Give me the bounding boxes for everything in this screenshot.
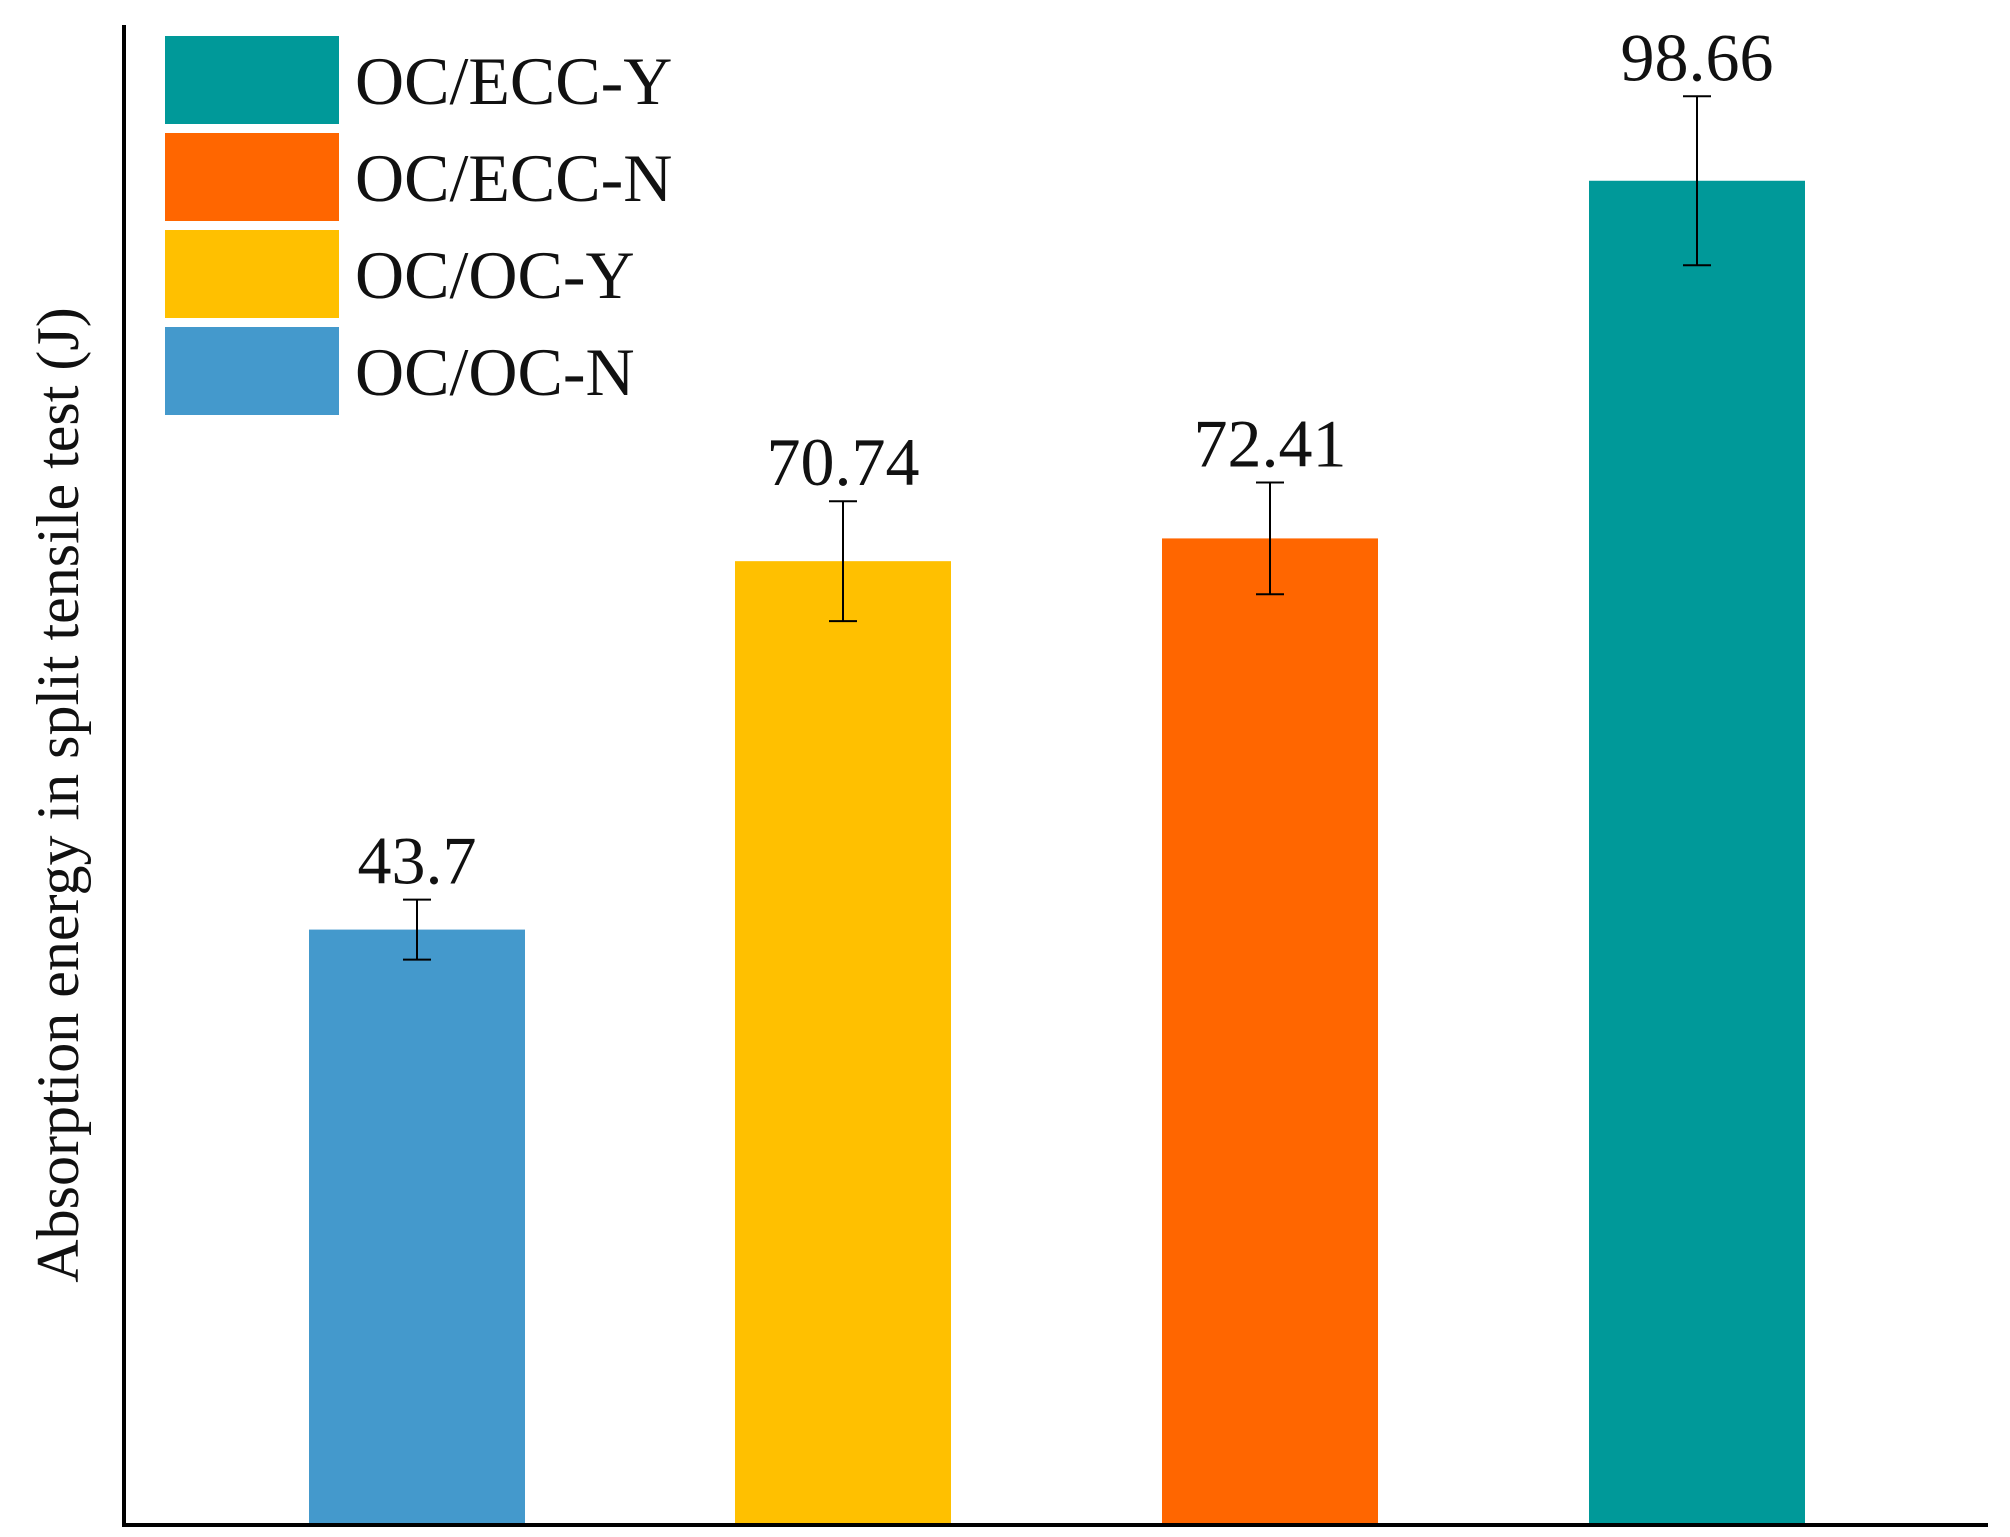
data-label-oc-oc-y: 70.74 [767,424,920,500]
legend-item-oc-ecc-y: OC/ECC-Y [165,36,672,124]
bars-layer [309,180,1805,1525]
legend-item-oc-ecc-n: OC/ECC-N [165,133,672,221]
bar-oc-oc-y [735,561,951,1525]
error-bar-oc-ecc-y [1683,95,1711,267]
data-label-oc-ecc-y: 98.66 [1621,19,1774,95]
legend-swatch-oc-oc-n [165,327,339,415]
error-bars-layer [403,95,1711,961]
error-bar-oc-oc-n [403,898,431,961]
error-bar-oc-ecc-n [1256,481,1284,596]
legend-item-oc-oc-n: OC/OC-N [165,327,635,415]
bar-oc-ecc-n [1162,538,1378,1525]
data-label-oc-ecc-n: 72.41 [1194,406,1347,482]
legend-swatch-oc-ecc-n [165,133,339,221]
legend-swatch-oc-ecc-y [165,36,339,124]
y-axis-title: Absorption energy in split tensile test … [25,307,91,1282]
legend-item-oc-oc-y: OC/OC-Y [165,230,635,318]
data-labels-layer: 43.7 70.74 72.41 98.66 [358,19,1774,898]
legend-label-oc-ecc-y: OC/ECC-Y [355,43,672,119]
error-bar-oc-oc-y [829,500,857,623]
legend-swatch-oc-oc-y [165,230,339,318]
bar-oc-ecc-y [1589,180,1805,1525]
legend: OC/ECC-Y OC/ECC-N OC/OC-Y OC/OC-N [165,36,672,415]
legend-label-oc-oc-n: OC/OC-N [355,334,635,410]
data-label-oc-oc-n: 43.7 [358,823,477,899]
bar-oc-oc-n [309,929,525,1525]
legend-label-oc-ecc-n: OC/ECC-N [355,140,672,216]
legend-label-oc-oc-y: OC/OC-Y [355,237,635,313]
